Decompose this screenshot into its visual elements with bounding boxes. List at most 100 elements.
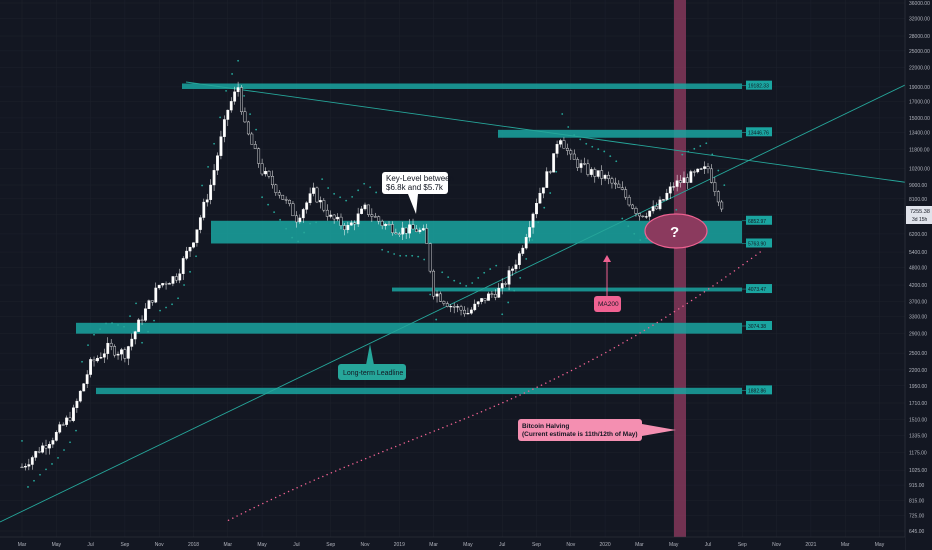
sar-dot (705, 142, 708, 145)
sar-dot (315, 221, 318, 224)
question-marker[interactable]: ? (644, 213, 708, 249)
ma200-dot (575, 367, 577, 370)
candle-body (54, 432, 58, 441)
candle-body (360, 208, 363, 214)
ma200-dot (737, 266, 740, 269)
candle-body (250, 133, 254, 145)
candle-body (439, 293, 442, 302)
sar-dot (231, 73, 233, 75)
ma200-dot (506, 399, 508, 402)
level-label: 3074.38 (742, 320, 772, 330)
sar-dot (237, 59, 239, 62)
candle-body (514, 264, 518, 270)
ma200-dot (326, 473, 328, 476)
ma200-dot (622, 342, 624, 344)
sar-dot (579, 138, 582, 141)
x-tick-label: Jul (499, 542, 505, 548)
candle-body (493, 294, 497, 298)
y-tick-label: 36000.00 (909, 1, 930, 7)
sar-dot (153, 319, 155, 322)
candle-body (99, 357, 103, 359)
candle-body (343, 225, 346, 230)
candle-body (65, 417, 68, 425)
candle-body (456, 306, 460, 308)
level-label: 1882.86 (742, 385, 772, 395)
sar-dot (609, 155, 612, 158)
ma200-dot (317, 477, 320, 480)
candle-body (154, 287, 158, 303)
candle-body (61, 424, 65, 426)
sar-dot (459, 282, 462, 285)
candle-body (264, 171, 267, 175)
candle-body (291, 203, 295, 217)
candle-body (229, 101, 233, 111)
sar-dot (333, 192, 336, 195)
ma200-dot (364, 457, 367, 460)
time-axis[interactable] (0, 537, 905, 550)
key-level-callout[interactable]: Key-Level between $6.8k and $5.7k (382, 172, 454, 214)
ma200-dot (656, 321, 658, 324)
candle-body (339, 216, 343, 226)
ma200-dot (707, 288, 710, 290)
leadline-callout[interactable]: Long-term Leadline (338, 344, 406, 380)
sar-dot (219, 116, 221, 119)
sar-dot (225, 90, 227, 92)
ma200-dot (652, 324, 654, 326)
sar-dot (369, 186, 372, 189)
sar-dot (555, 170, 558, 173)
sar-dot (21, 440, 23, 442)
candle-body (589, 169, 593, 175)
ma200-dot (596, 356, 598, 358)
level-zones (76, 83, 742, 395)
sar-dot (471, 282, 474, 284)
grid-lines (0, 0, 905, 537)
candle-body (445, 303, 449, 307)
candle-body (459, 306, 463, 311)
ma200-dot (630, 337, 633, 339)
ma200-dot (416, 437, 418, 439)
candle-body (487, 293, 490, 301)
sar-dot (687, 150, 690, 153)
sar-dot (189, 270, 191, 273)
candle-body (638, 213, 641, 217)
svg-text:4073.47: 4073.47 (748, 287, 766, 293)
candle-body (44, 445, 48, 449)
sar-dot (447, 276, 450, 278)
candles (20, 81, 724, 471)
ma200-dot (712, 285, 714, 287)
candle-body (541, 187, 545, 194)
level-zone (182, 83, 742, 89)
ma200-dot (437, 428, 440, 431)
sar-dot (585, 142, 588, 145)
ma200-dot (343, 466, 346, 469)
candle-body (356, 213, 360, 225)
candle-body (222, 119, 226, 137)
candle-body (41, 445, 44, 453)
ma200-callout[interactable]: MA200 (594, 255, 621, 312)
ma200-dot (570, 369, 573, 372)
ma200-dot (703, 291, 706, 293)
y-tick-label: 915.00 (909, 483, 925, 489)
candle-body (140, 319, 144, 321)
ma200-dot (720, 279, 723, 281)
sar-dot (99, 328, 101, 331)
candle-body (92, 359, 96, 362)
ma200-dot (489, 407, 491, 409)
candle-body (552, 153, 556, 173)
candle-body (668, 186, 672, 194)
price-axis[interactable] (905, 0, 932, 550)
halving-callout[interactable]: Bitcoin Halving (Current estimate is 11t… (518, 419, 676, 441)
ma200-dot (244, 510, 247, 513)
candle-body (404, 227, 408, 234)
candle-body (157, 284, 161, 289)
sar-dot (165, 306, 167, 309)
ma200-dot (412, 438, 414, 441)
ma200-dot (472, 414, 474, 417)
sar-dot (507, 301, 510, 304)
price-badge-countdown: 3d 15h (912, 217, 928, 223)
x-tick-label: 2019 (394, 542, 405, 548)
ma200-dot (270, 498, 273, 501)
candle-body (78, 390, 82, 402)
candle-body (559, 140, 562, 145)
ma200-dot (356, 461, 358, 463)
